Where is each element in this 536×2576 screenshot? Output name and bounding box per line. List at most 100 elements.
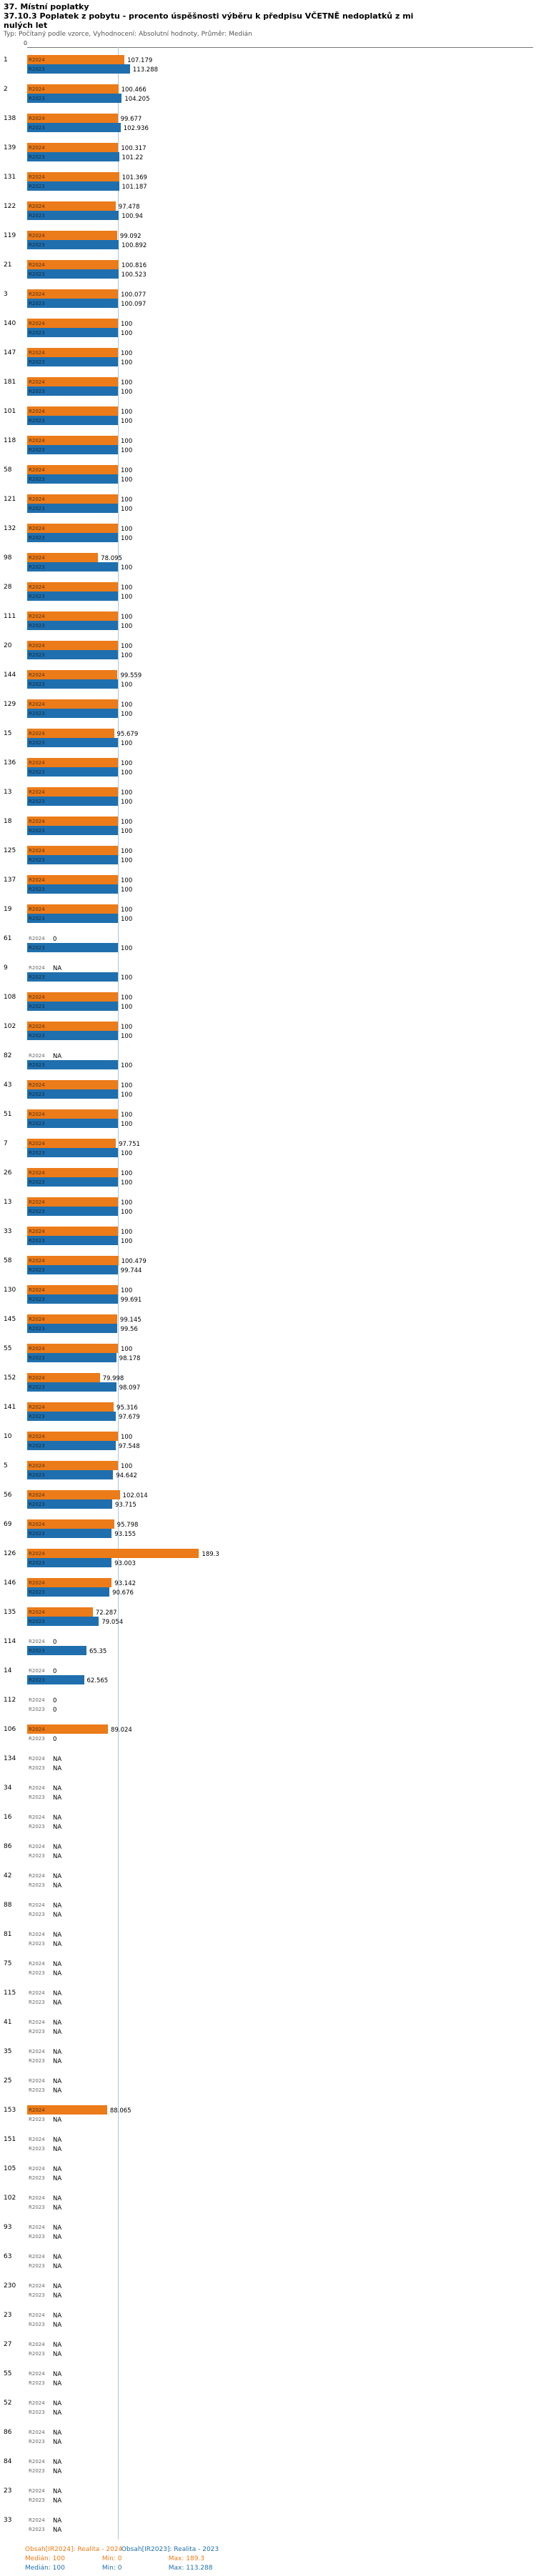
bar-r2023[interactable] xyxy=(27,797,118,806)
bar-r2024[interactable] xyxy=(27,231,117,240)
bar-r2024[interactable] xyxy=(27,524,118,533)
bar-r2023[interactable] xyxy=(27,1294,118,1304)
bar-r2024[interactable] xyxy=(27,787,118,797)
bar-r2024[interactable] xyxy=(27,1314,117,1324)
bar-r2023[interactable] xyxy=(27,386,118,396)
bar-r2024[interactable] xyxy=(27,846,118,855)
bar-r2023[interactable] xyxy=(27,972,118,982)
bar-r2023[interactable] xyxy=(27,884,118,894)
bar-r2024[interactable] xyxy=(27,1256,119,1265)
bar-r2023[interactable] xyxy=(27,474,118,484)
bar-r2024[interactable] xyxy=(27,436,118,445)
bar-r2024[interactable] xyxy=(27,582,118,591)
bar-r2023[interactable] xyxy=(27,1675,84,1684)
bar-r2023[interactable] xyxy=(27,1587,110,1597)
bar-r2023[interactable] xyxy=(27,269,119,279)
bar-r2024[interactable] xyxy=(27,817,118,826)
bar-r2024[interactable] xyxy=(27,641,118,650)
bar-r2024[interactable] xyxy=(27,2105,107,2115)
bar-r2023[interactable] xyxy=(27,679,118,689)
bar-r2023[interactable] xyxy=(27,64,130,74)
bar-r2023[interactable] xyxy=(27,1324,118,1333)
bar-r2023[interactable] xyxy=(27,1119,118,1128)
bar-r2024[interactable] xyxy=(27,494,118,504)
bar-r2023[interactable] xyxy=(27,1617,99,1626)
bar-r2023[interactable] xyxy=(27,767,118,777)
bar-r2024[interactable] xyxy=(27,260,119,269)
bar-r2024[interactable] xyxy=(27,670,118,679)
bar-r2024[interactable] xyxy=(27,553,99,562)
bar-r2023[interactable] xyxy=(27,357,118,366)
bar-r2023[interactable] xyxy=(27,1089,118,1099)
bar-r2023[interactable] xyxy=(27,1177,118,1187)
bar-r2024[interactable] xyxy=(27,1109,118,1119)
bar-r2023[interactable] xyxy=(27,650,118,659)
bar-r2024[interactable] xyxy=(27,377,118,386)
bar-r2023[interactable] xyxy=(27,1646,86,1655)
bar-r2023[interactable] xyxy=(27,1353,116,1362)
bar-r2024[interactable] xyxy=(27,1519,114,1529)
bar-r2023[interactable] xyxy=(27,504,118,513)
bar-r2024[interactable] xyxy=(27,729,114,738)
bar-r2024[interactable] xyxy=(27,201,116,211)
bar-r2023[interactable] xyxy=(27,1265,118,1274)
bar-r2024[interactable] xyxy=(27,1432,118,1441)
bar-r2023[interactable] xyxy=(27,533,118,542)
bar-r2024[interactable] xyxy=(27,699,118,709)
bar-r2024[interactable] xyxy=(27,1227,118,1236)
bar-r2023[interactable] xyxy=(27,826,118,835)
bar-r2024[interactable] xyxy=(27,1285,118,1294)
bar-r2023[interactable] xyxy=(27,123,121,132)
bar-r2024[interactable] xyxy=(27,875,118,884)
bar-r2024[interactable] xyxy=(27,904,118,914)
bar-r2024[interactable] xyxy=(27,1724,109,1734)
bar-r2024[interactable] xyxy=(27,114,118,123)
bar-r2023[interactable] xyxy=(27,152,119,161)
bar-r2024[interactable] xyxy=(27,1402,114,1412)
bar-r2023[interactable] xyxy=(27,445,118,454)
bar-r2023[interactable] xyxy=(27,1529,112,1538)
bar-r2024[interactable] xyxy=(27,143,119,152)
bar-r2023[interactable] xyxy=(27,1002,118,1011)
bar-r2024[interactable] xyxy=(27,1344,118,1353)
bar-r2023[interactable] xyxy=(27,591,118,601)
bar-r2023[interactable] xyxy=(27,1470,114,1479)
bar-r2024[interactable] xyxy=(27,758,118,767)
bar-r2024[interactable] xyxy=(27,406,118,416)
bar-r2024[interactable] xyxy=(27,1578,112,1587)
bar-r2023[interactable] xyxy=(27,1207,118,1216)
bar-r2024[interactable] xyxy=(27,1080,118,1089)
bar-r2024[interactable] xyxy=(27,319,118,328)
bar-r2023[interactable] xyxy=(27,211,119,220)
bar-r2023[interactable] xyxy=(27,299,119,308)
bar-r2024[interactable] xyxy=(27,84,119,94)
bar-r2024[interactable] xyxy=(27,1549,199,1558)
bar-r2024[interactable] xyxy=(27,1607,93,1617)
bar-r2023[interactable] xyxy=(27,914,118,923)
bar-r2023[interactable] xyxy=(27,738,118,747)
bar-r2024[interactable] xyxy=(27,992,118,1002)
bar-r2023[interactable] xyxy=(27,1499,112,1509)
bar-r2023[interactable] xyxy=(27,1412,116,1421)
bar-r2024[interactable] xyxy=(27,1461,118,1470)
bar-r2024[interactable] xyxy=(27,611,118,621)
bar-r2023[interactable] xyxy=(27,1236,118,1245)
bar-r2023[interactable] xyxy=(27,1382,116,1392)
bar-r2024[interactable] xyxy=(27,465,118,474)
bar-r2023[interactable] xyxy=(27,1558,112,1567)
bar-r2023[interactable] xyxy=(27,416,118,425)
bar-r2024[interactable] xyxy=(27,1022,118,1031)
bar-r2024[interactable] xyxy=(27,289,119,299)
bar-r2023[interactable] xyxy=(27,181,119,191)
bar-r2023[interactable] xyxy=(27,328,118,337)
bar-r2024[interactable] xyxy=(27,1490,120,1499)
bar-r2023[interactable] xyxy=(27,709,118,718)
bar-r2023[interactable] xyxy=(27,943,118,952)
bar-r2024[interactable] xyxy=(27,1197,118,1207)
bar-r2023[interactable] xyxy=(27,621,118,630)
bar-r2023[interactable] xyxy=(27,1148,118,1157)
bar-r2024[interactable] xyxy=(27,1139,116,1148)
bar-r2024[interactable] xyxy=(27,1168,118,1177)
bar-r2023[interactable] xyxy=(27,1441,116,1450)
bar-r2023[interactable] xyxy=(27,562,118,571)
